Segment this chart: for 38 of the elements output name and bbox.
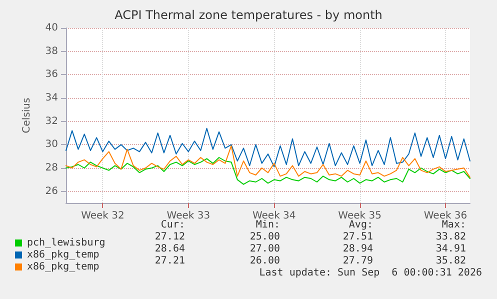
chart-title: ACPI Thermal zone temperatures - by month — [114, 8, 382, 22]
x-tick-label: Week 36 — [424, 210, 468, 222]
x-tick-label: Week 32 — [81, 210, 124, 222]
y-tick-label: 32 — [45, 116, 58, 127]
text: 27.79 — [342, 256, 373, 266]
text: 27.12 — [154, 232, 185, 242]
x-tick-label: Week 35 — [338, 210, 382, 222]
x-tick-label: Week 34 — [252, 210, 296, 222]
text: 27.51 — [342, 232, 373, 242]
text: Avg: — [348, 220, 373, 230]
text: 25.00 — [250, 232, 280, 242]
y-tick-label: 28 — [45, 162, 58, 174]
text: 27.21 — [154, 256, 185, 266]
text: 28.94 — [342, 244, 373, 254]
line-series — [66, 145, 470, 178]
y-tick-label: 26 — [45, 186, 58, 197]
text: 35.82 — [436, 256, 466, 266]
y-tick-label: 34 — [45, 92, 58, 104]
y-tick-label: 30 — [45, 139, 58, 150]
text: 26.00 — [250, 256, 280, 266]
text: Max: — [442, 220, 466, 230]
text: 33.82 — [436, 232, 466, 242]
line-series — [66, 157, 470, 185]
legend-label: pch_lewisburg — [27, 238, 106, 248]
y-tick-label: 40 — [45, 22, 58, 34]
legend-label: x86_pkg_temp — [27, 262, 100, 272]
x-tick-label: Week 33 — [166, 210, 210, 222]
y-tick-label: 36 — [45, 69, 58, 80]
y-tick-label: 38 — [45, 46, 58, 57]
legend-label: x86_pkg_temp — [27, 250, 100, 260]
y-axis-title: Celsius — [22, 98, 32, 134]
text: Last update: Sun Sep 6 00:00:31 2026 — [259, 268, 482, 278]
text: Min: — [256, 220, 280, 230]
text: 34.91 — [436, 244, 466, 254]
text: 28.64 — [154, 244, 185, 254]
text: Cur: — [160, 220, 185, 230]
line-series — [66, 128, 470, 168]
text: 27.00 — [250, 244, 280, 254]
